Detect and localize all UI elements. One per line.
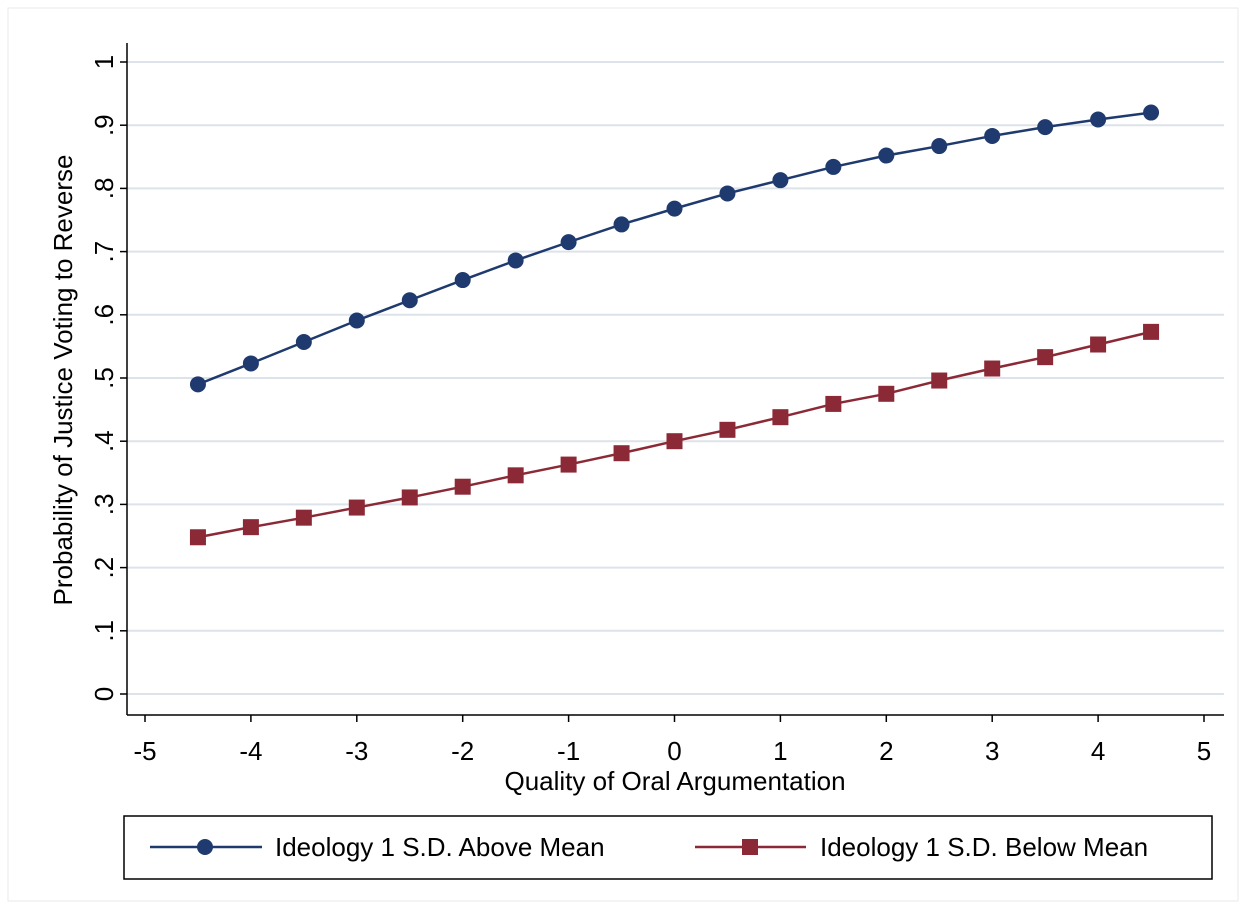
legend-box xyxy=(123,815,1213,880)
series-group xyxy=(189,104,1160,546)
data-point-circle xyxy=(560,234,577,251)
data-point-square xyxy=(1037,349,1054,366)
data-point-circle xyxy=(719,185,736,202)
data-point-square xyxy=(348,499,365,516)
x-tick-label: 4 xyxy=(1091,736,1105,766)
data-point-square xyxy=(401,489,418,506)
legend-label-above: Ideology 1 S.D. Above Mean xyxy=(275,832,605,862)
legend-item-below: Ideology 1 S.D. Below Mean xyxy=(695,832,1148,862)
x-tick-label: -2 xyxy=(451,736,474,766)
data-point-square xyxy=(878,385,895,402)
y-tick-label: .1 xyxy=(89,620,119,642)
data-point-circle xyxy=(931,138,948,155)
legend: Ideology 1 S.D. Above Mean Ideology 1 S.… xyxy=(123,815,1213,880)
axes xyxy=(126,43,1224,716)
data-point-square xyxy=(772,409,789,426)
x-tick-label: 2 xyxy=(879,736,893,766)
data-point-square xyxy=(613,445,630,462)
data-point-square xyxy=(1143,323,1160,340)
data-point-square xyxy=(454,478,471,495)
grid xyxy=(127,61,1224,695)
y-tick-label: .9 xyxy=(89,114,119,136)
data-point-circle xyxy=(401,292,418,309)
data-point-circle xyxy=(348,312,365,329)
data-point-circle xyxy=(666,200,683,217)
data-point-circle xyxy=(242,355,259,372)
y-tick-label: 1 xyxy=(89,55,119,69)
y-axis-label: Probability of Justice Voting to Reverse xyxy=(48,155,78,606)
data-point-square xyxy=(295,509,312,526)
legend-marker-square xyxy=(742,839,758,855)
data-point-square xyxy=(189,529,206,546)
x-tick-label: -3 xyxy=(345,736,368,766)
data-point-square xyxy=(984,360,1001,377)
data-point-circle xyxy=(1090,111,1107,128)
data-point-circle xyxy=(454,272,471,289)
data-point-circle xyxy=(984,127,1001,144)
x-tick-label: -1 xyxy=(557,736,580,766)
data-point-square xyxy=(719,421,736,438)
legend-marker-circle xyxy=(197,839,213,855)
data-point-square xyxy=(507,467,524,484)
y-tick-label: .8 xyxy=(89,178,119,200)
x-tick-label: 3 xyxy=(985,736,999,766)
y-tick-label: .5 xyxy=(89,367,119,389)
y-tick-label: .7 xyxy=(89,241,119,263)
legend-item-above: Ideology 1 S.D. Above Mean xyxy=(150,832,605,862)
data-point-circle xyxy=(1037,119,1054,136)
x-tick-label: -4 xyxy=(239,736,262,766)
data-point-circle xyxy=(825,158,842,175)
x-axis-label: Quality of Oral Argumentation xyxy=(504,766,845,796)
x-tick-label: 5 xyxy=(1197,736,1211,766)
data-point-square xyxy=(1090,336,1107,353)
data-point-circle xyxy=(295,333,312,350)
x-tick-label: -5 xyxy=(133,736,156,766)
y-tick-label: .6 xyxy=(89,304,119,326)
data-point-square xyxy=(666,433,683,450)
data-point-circle xyxy=(772,172,789,189)
data-point-square xyxy=(825,395,842,412)
data-point-circle xyxy=(613,216,630,233)
data-point-square xyxy=(931,372,948,389)
data-point-circle xyxy=(1143,104,1160,121)
data-point-circle xyxy=(878,147,895,164)
y-tick-label: .4 xyxy=(89,430,119,452)
data-point-circle xyxy=(189,376,206,393)
data-point-circle xyxy=(507,252,524,269)
x-tick-label: 0 xyxy=(667,736,681,766)
data-point-square xyxy=(242,519,259,536)
x-tick-label: 1 xyxy=(773,736,787,766)
y-axis-ticks: 0 .1 .2 .3 .4 .5 .6 .7 .8 .9 1 xyxy=(89,55,127,701)
y-tick-label: 0 xyxy=(89,687,119,701)
y-tick-label: .3 xyxy=(89,494,119,516)
legend-label-below: Ideology 1 S.D. Below Mean xyxy=(820,832,1148,862)
x-axis-ticks: -5 -4 -3 -2 -1 0 1 2 3 4 5 xyxy=(133,715,1211,766)
y-tick-label: .2 xyxy=(89,557,119,579)
data-point-square xyxy=(560,456,577,473)
